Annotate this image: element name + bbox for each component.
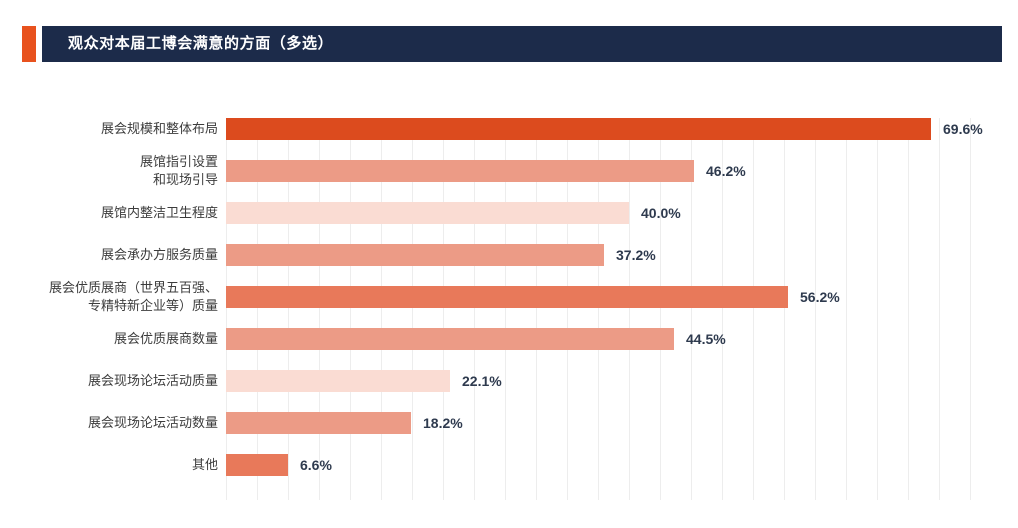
category-label: 展馆指引设置 和现场引导 xyxy=(139,154,218,187)
category-label: 展会规模和整体布局 xyxy=(100,121,218,136)
bar[interactable] xyxy=(226,328,674,350)
value-label: 46.2% xyxy=(706,163,746,179)
value-label: 69.6% xyxy=(943,121,983,137)
chart-row: 展会现场论坛活动数量 18.2% xyxy=(0,402,1018,444)
value-label: 44.5% xyxy=(686,331,726,347)
category-label: 其他 xyxy=(191,457,218,472)
bar[interactable] xyxy=(226,412,411,434)
value-label: 56.2% xyxy=(800,289,840,305)
bar[interactable] xyxy=(226,202,629,224)
page-title: 观众对本届工博会满意的方面（多选） xyxy=(68,35,334,52)
bar[interactable] xyxy=(226,118,931,140)
category-label: 展会现场论坛活动质量 xyxy=(87,373,218,388)
chart-row: 展会规模和整体布局 69.6% xyxy=(0,108,1018,150)
bar[interactable] xyxy=(226,370,450,392)
chart-row: 展馆指引设置 和现场引导 46.2% xyxy=(0,150,1018,192)
category-label: 展馆内整洁卫生程度 xyxy=(100,205,218,220)
bar-chart: 展会规模和整体布局 69.6% 展馆指引设置 和现场引导 46.2% 展馆内整洁卫生程度… xyxy=(0,100,1018,520)
chart-row: 展会优质展商数量 44.5% xyxy=(0,318,1018,360)
chart-row: 展会优质展商（世界五百强、 专精特新企业等）质量 56.2% xyxy=(0,276,1018,318)
chart-row: 展馆内整洁卫生程度 40.0% xyxy=(0,192,1018,234)
bar[interactable] xyxy=(226,454,288,476)
chart-row: 展会现场论坛活动质量 22.1% xyxy=(0,360,1018,402)
value-label: 40.0% xyxy=(641,205,681,221)
chart-row: 其他 6.6% xyxy=(0,444,1018,486)
bar[interactable] xyxy=(226,286,788,308)
bar[interactable] xyxy=(226,160,694,182)
header-accent-block xyxy=(22,26,36,62)
value-label: 6.6% xyxy=(300,457,332,473)
value-label: 18.2% xyxy=(423,415,463,431)
category-label: 展会现场论坛活动数量 xyxy=(87,415,218,430)
header-band: 观众对本届工博会满意的方面（多选） xyxy=(22,26,1002,62)
category-label: 展会优质展商数量 xyxy=(113,331,218,346)
value-label: 37.2% xyxy=(616,247,656,263)
bar[interactable] xyxy=(226,244,604,266)
chart-rows: 展会规模和整体布局 69.6% 展馆指引设置 和现场引导 46.2% 展馆内整洁卫生程度… xyxy=(0,100,1018,520)
category-label: 展会承办方服务质量 xyxy=(100,247,218,262)
category-label: 展会优质展商（世界五百强、 专精特新企业等）质量 xyxy=(48,280,218,313)
chart-row: 展会承办方服务质量 37.2% xyxy=(0,234,1018,276)
header-bar xyxy=(42,26,1002,62)
value-label: 22.1% xyxy=(462,373,502,389)
